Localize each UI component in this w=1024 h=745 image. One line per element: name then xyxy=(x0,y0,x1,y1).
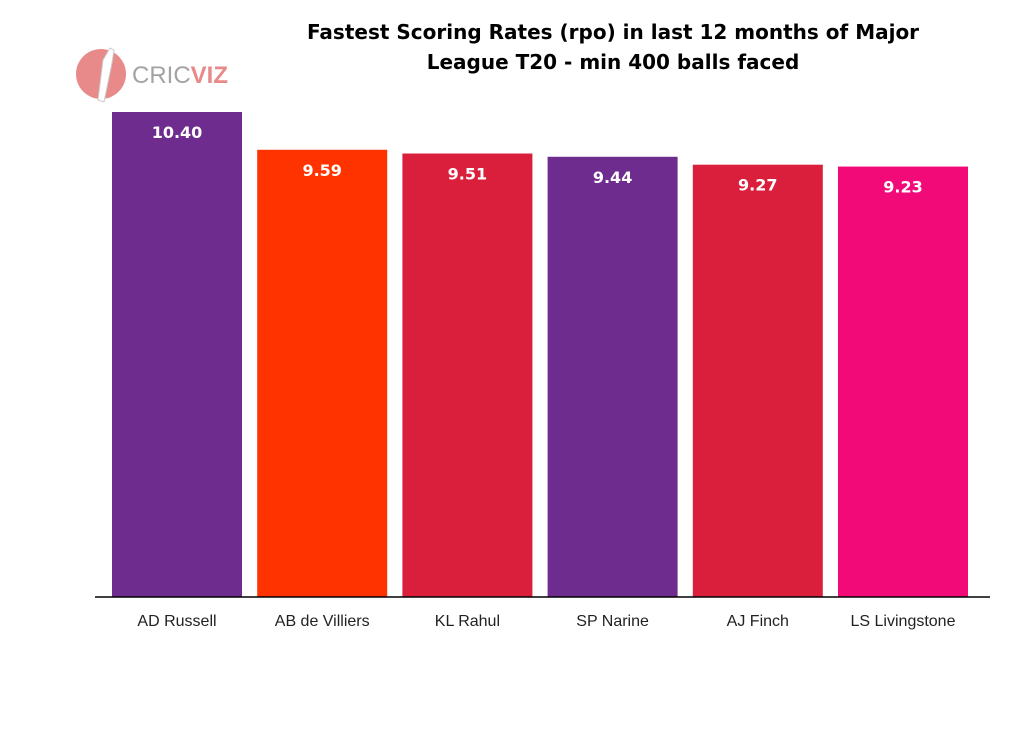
bar-value-label: 9.59 xyxy=(302,161,341,180)
x-tick-labels-group: AD Russell AB de Villiers KL Rahul SP Narin… xyxy=(137,613,955,630)
logo-text-bold: VIZ xyxy=(191,62,228,89)
cricviz-logo: CRICVIZ xyxy=(76,47,228,103)
bar-ab-de-villiers xyxy=(257,149,388,597)
bar-kl-rahul xyxy=(402,153,533,597)
x-tick-label: AJ Finch xyxy=(727,613,789,630)
bar-value-label: 10.40 xyxy=(152,123,203,142)
bar-ls-livingstone xyxy=(838,166,968,597)
x-tick-label: SP Narine xyxy=(576,613,649,630)
bar-sp-narine xyxy=(547,156,678,597)
bar-value-label: 9.51 xyxy=(448,165,487,184)
value-labels-group: 10.40 9.59 9.51 9.44 9.27 9.23 xyxy=(152,123,923,197)
bar-value-label: 9.44 xyxy=(593,168,632,187)
bars-group xyxy=(112,112,968,597)
bar-value-label: 9.23 xyxy=(883,178,922,197)
bar-value-label: 9.27 xyxy=(738,176,777,195)
logo-text-light: CRIC xyxy=(132,62,191,89)
logo-wordmark: CRICVIZ xyxy=(132,62,228,89)
bat-icon xyxy=(97,47,115,103)
chart-title-line-1: Fastest Scoring Rates (rpo) in last 12 m… xyxy=(307,20,919,44)
x-tick-label: LS Livingstone xyxy=(851,613,956,630)
x-tick-label: KL Rahul xyxy=(435,613,500,630)
bar-aj-finch xyxy=(692,164,823,597)
chart-title-line-2: League T20 - min 400 balls faced xyxy=(427,50,800,74)
bar-ad-russell xyxy=(112,112,242,597)
x-tick-label: AD Russell xyxy=(137,613,216,630)
x-tick-label: AB de Villiers xyxy=(275,613,370,630)
